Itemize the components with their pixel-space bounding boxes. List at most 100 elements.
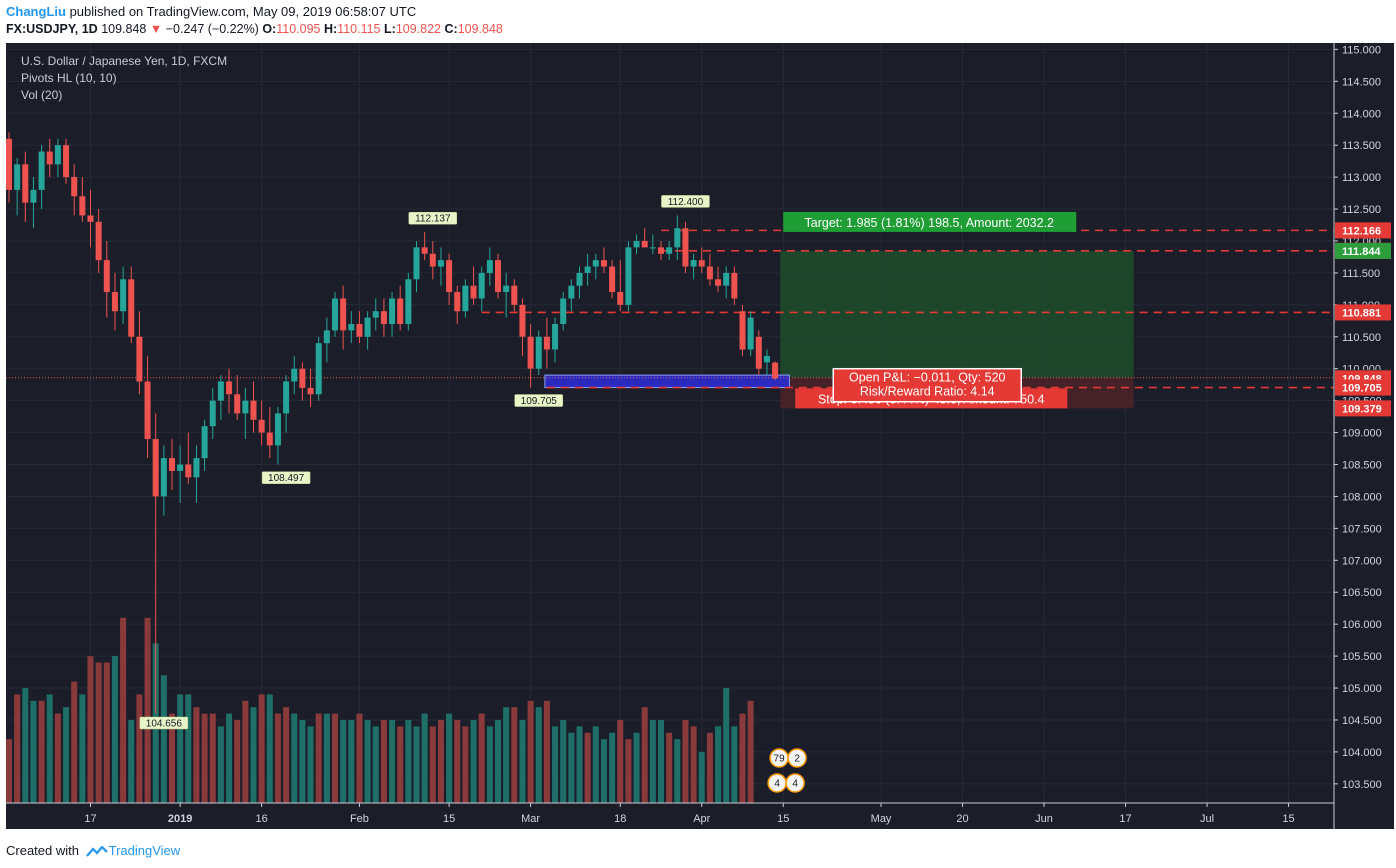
pnl-label: Open P&L: −0.011, Qty: 520 [849, 371, 1006, 385]
time-tick-label: Apr [693, 813, 710, 825]
price-tick-label: 107.500 [1342, 523, 1382, 535]
low-label: L: [384, 22, 396, 36]
price-tick-label: 113.500 [1342, 140, 1381, 152]
candle-body [111, 292, 118, 312]
event-count: 2 [794, 754, 800, 765]
candle-body [340, 298, 347, 331]
candle-body [495, 260, 501, 293]
price-tick-label: 106.500 [1342, 587, 1382, 599]
candle-body [356, 324, 363, 337]
volume-bar [136, 694, 143, 803]
candle-body [128, 279, 135, 337]
volume-bar [266, 694, 273, 803]
candle-body [706, 266, 713, 280]
volume-bar [356, 713, 363, 803]
volume-bar [209, 713, 216, 803]
candle-body [54, 145, 61, 165]
candle-body [274, 413, 281, 446]
candle-body [291, 368, 298, 382]
candle-body [364, 317, 371, 337]
pivots-legend[interactable]: Pivots HL (10, 10) [21, 71, 117, 85]
volume-bar [71, 681, 78, 803]
volume-bar [323, 713, 330, 803]
volume-bar [739, 713, 746, 803]
volume-bar [307, 726, 314, 803]
chart-panel[interactable]: 112.137 112.400 109.705 108.497 104.656 Targe… [6, 43, 1394, 829]
candle-body [63, 145, 70, 178]
created-with-label: Created with [6, 843, 79, 858]
candle-body [348, 324, 355, 331]
volume-bar [340, 719, 347, 803]
candle-body [592, 260, 599, 267]
price-label-box [1335, 304, 1391, 321]
candle-body [217, 381, 224, 401]
candle-body [152, 438, 159, 497]
volume-bar [389, 719, 396, 803]
target-zone [780, 250, 1134, 378]
candle-body [600, 260, 607, 267]
candle-body [6, 138, 12, 190]
volume-bar [30, 700, 37, 803]
time-tick-label: 20 [956, 813, 968, 825]
volume-bar [14, 694, 21, 803]
volume-bar [535, 707, 542, 803]
author-link[interactable]: ChangLiu [6, 4, 66, 19]
volume-bar [250, 707, 257, 803]
candle-body [193, 458, 200, 478]
volume-bar [600, 739, 607, 803]
candle-body [95, 221, 102, 261]
volume-bar [617, 719, 624, 803]
candle-body [266, 432, 273, 446]
volume-bar [658, 719, 664, 803]
price-tick-label: 112.500 [1342, 204, 1381, 216]
volume-bar [111, 656, 118, 803]
volume-bar [258, 694, 265, 803]
volume-legend[interactable]: Vol (20) [21, 88, 63, 102]
candle-body [413, 247, 420, 280]
candle-body [315, 343, 322, 395]
published-text: published on TradingView.com, May 09, 20… [69, 4, 417, 19]
volume-bar [682, 719, 689, 803]
tradingview-link[interactable]: TradingView [108, 843, 181, 858]
candle-body [372, 311, 379, 318]
volume-bar [242, 700, 249, 803]
volume-bar [454, 719, 461, 803]
candle-body [739, 311, 746, 350]
candle-body [120, 279, 127, 312]
candle-body [625, 247, 632, 305]
pivot-label-box [661, 195, 710, 208]
volume-bar [405, 719, 412, 803]
price-chart[interactable]: 112.137 112.400 109.705 108.497 104.656 Targe… [6, 43, 1394, 829]
volume-bar [54, 713, 61, 803]
change-value: −0.247 (−0.22%) [165, 22, 259, 36]
volume-bar [234, 719, 241, 803]
candle-body [209, 400, 216, 427]
volume-bar [552, 726, 559, 803]
candle-body [658, 247, 664, 254]
pivot-label-box [408, 211, 458, 225]
volume-bar [283, 707, 290, 803]
time-tick-label: 17 [84, 813, 96, 825]
price-tick-label: 104.500 [1342, 715, 1382, 727]
candle-body [772, 362, 779, 379]
candle-body [446, 260, 453, 293]
price-label: 110.881 [1342, 307, 1381, 319]
volume-bar [519, 719, 526, 803]
price-tick-label: 109.000 [1342, 428, 1382, 440]
high-value: 110.115 [337, 22, 381, 36]
candle-body [14, 164, 21, 190]
pivot-label: 109.705 [521, 396, 558, 407]
volume-bar [649, 719, 656, 803]
open-label: O: [262, 22, 277, 36]
price-tick-label: 111.500 [1342, 268, 1380, 280]
candle-body [503, 285, 510, 293]
candle-body [633, 240, 640, 248]
candle-body [30, 189, 37, 203]
candle-body [332, 298, 338, 331]
volume-bar [160, 675, 167, 803]
candle-body [250, 400, 257, 420]
last-price: 109.848 [101, 22, 147, 36]
candle-body [234, 394, 241, 414]
volume-bar [576, 726, 583, 803]
price-tick-label: 110.500 [1342, 332, 1381, 344]
